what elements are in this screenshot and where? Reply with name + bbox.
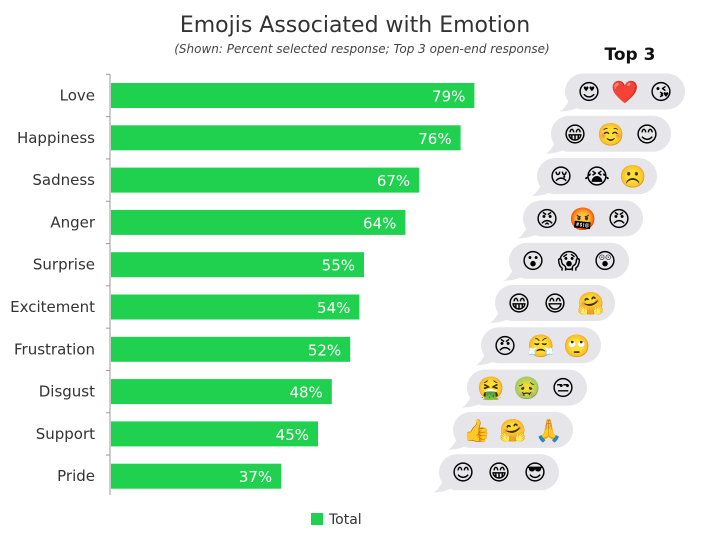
emoji-icon: 🤮 bbox=[477, 376, 504, 401]
data-label: 79% bbox=[432, 88, 465, 106]
data-label: 45% bbox=[276, 426, 309, 444]
data-label: 37% bbox=[239, 468, 272, 486]
bubble-body bbox=[509, 242, 629, 279]
bubble-tail bbox=[559, 97, 581, 112]
emoji-icon: ❤️ bbox=[611, 80, 639, 105]
category-label: Happiness bbox=[17, 129, 95, 147]
emoji-icon: 😎 bbox=[524, 460, 547, 485]
bubble-tail bbox=[447, 435, 469, 450]
emoji-icon: 🤬 bbox=[569, 206, 596, 231]
chart-subtitle: (Shown: Percent selected response; Top 3… bbox=[174, 42, 550, 56]
bar bbox=[111, 167, 420, 193]
bar bbox=[111, 125, 461, 151]
category-label: Disgust bbox=[39, 383, 95, 401]
emoji-icon: 😘 bbox=[650, 80, 673, 105]
category-label: Surprise bbox=[33, 256, 95, 274]
bubble-tail bbox=[531, 182, 553, 197]
emoji-icon: 😡 bbox=[536, 206, 559, 231]
emoji-bubble: 👍 🤗 🙏 bbox=[447, 411, 573, 450]
bubble-body bbox=[439, 454, 559, 491]
emoji-icon: ☹️ bbox=[619, 164, 646, 189]
bar bbox=[111, 209, 406, 235]
bubble-tail bbox=[503, 266, 525, 281]
emoji-bubble: 😢 😭 ☹️ bbox=[531, 158, 657, 197]
legend-label: Total bbox=[328, 512, 362, 528]
data-label: 54% bbox=[317, 299, 350, 317]
bar bbox=[111, 294, 360, 320]
data-label: 52% bbox=[308, 341, 341, 359]
bubble-body bbox=[565, 73, 685, 110]
emoji-bubble: 🤮 🤢 😒 bbox=[461, 369, 587, 408]
emoji-icon: 😄 bbox=[544, 291, 567, 316]
data-label: 48% bbox=[289, 384, 322, 402]
emoji-icon: 😁 bbox=[488, 460, 511, 485]
emoji-icon: 😍 bbox=[578, 80, 601, 105]
emoji-icon: 😊 bbox=[452, 460, 475, 485]
bubble-body bbox=[551, 115, 671, 152]
emoji-icon: 🙄 bbox=[563, 333, 590, 358]
bubble-tail bbox=[461, 393, 483, 408]
data-label: 67% bbox=[377, 172, 410, 190]
emoji-icon: 🤗 bbox=[577, 291, 604, 316]
bubble-tail bbox=[489, 309, 511, 323]
bar bbox=[111, 83, 475, 108]
emoji-icon: 😱 bbox=[558, 249, 581, 274]
bubble-body bbox=[537, 158, 657, 195]
category-label: Frustration bbox=[14, 340, 95, 358]
data-label: 76% bbox=[418, 130, 451, 148]
legend: Total bbox=[311, 512, 362, 528]
category-label: Support bbox=[36, 425, 95, 443]
emoji-bubble: 😠 😤 🙄 bbox=[475, 327, 601, 366]
emoji-bubble: 😍 ❤️ 😘 bbox=[559, 73, 685, 112]
bar bbox=[111, 252, 364, 278]
emoji-icon: 😁 bbox=[564, 122, 587, 147]
emoji-bubble: 😡 🤬 😠 bbox=[517, 200, 643, 239]
emoji-bubble: 😁 😄 🤗 bbox=[489, 285, 615, 323]
bars-group: Love 79% Happiness 76% Sadness 67% Anger 64% Sur… bbox=[10, 73, 475, 489]
emoji-icon: 🤗 bbox=[499, 418, 526, 443]
bubble-tail bbox=[545, 139, 567, 154]
bubble-tail bbox=[433, 478, 455, 493]
category-label: Love bbox=[60, 87, 95, 105]
bubble-body bbox=[453, 411, 573, 448]
emoji-bubbles: 😍 ❤️ 😘 😁 ☺️ 😊 😢 😭 ☹️ 😡 🤬 😠 😮 😱 😲 😁 😄 🤗 😠 😤 🙄 🤮 🤢 😒 👍 🤗 🙏 😊 😁 😎 bbox=[433, 73, 685, 493]
bar bbox=[111, 463, 282, 489]
bubble-tail bbox=[475, 351, 497, 366]
bar bbox=[111, 421, 318, 447]
bubble-tail bbox=[517, 224, 539, 239]
emoji-icon: 🙏 bbox=[535, 418, 562, 443]
category-label: Sadness bbox=[32, 171, 95, 189]
emoji-icon: 😢 bbox=[550, 164, 573, 189]
chart-title: Emojis Associated with Emotion bbox=[180, 13, 530, 38]
emoji-icon: 😒 bbox=[552, 376, 575, 401]
bubble-body bbox=[495, 285, 615, 321]
emoji-icon: 😭 bbox=[584, 164, 610, 189]
emoji-icon: 😊 bbox=[636, 122, 659, 147]
emoji-icon: 😠 bbox=[608, 206, 631, 231]
emoji-icon: 😮 bbox=[522, 249, 545, 274]
emoji-icon: 🤢 bbox=[513, 376, 540, 401]
category-label: Anger bbox=[50, 213, 96, 231]
emoji-bubble: 😊 😁 😎 bbox=[433, 454, 559, 493]
bubble-body bbox=[481, 327, 601, 364]
emoji-bubble: 😁 ☺️ 😊 bbox=[545, 115, 671, 154]
emoji-icon: 😁 bbox=[508, 291, 531, 316]
bar bbox=[111, 336, 351, 362]
emoji-icon: 😲 bbox=[594, 249, 617, 274]
bubble-body bbox=[523, 200, 643, 237]
category-label: Pride bbox=[57, 467, 95, 485]
legend-swatch bbox=[311, 513, 323, 525]
emoji-icon: 😠 bbox=[494, 333, 517, 358]
data-label: 64% bbox=[363, 214, 396, 232]
category-label: Excitement bbox=[10, 298, 95, 316]
data-label: 55% bbox=[322, 257, 355, 275]
emoji-icon: ☺️ bbox=[597, 122, 624, 147]
top3-heading: Top 3 bbox=[605, 45, 656, 65]
emoji-icon: 😤 bbox=[527, 333, 554, 358]
bar bbox=[111, 379, 332, 405]
bubble-body bbox=[467, 369, 587, 406]
emoji-icon: 👍 bbox=[463, 418, 490, 443]
emoji-bubble: 😮 😱 😲 bbox=[503, 242, 629, 281]
